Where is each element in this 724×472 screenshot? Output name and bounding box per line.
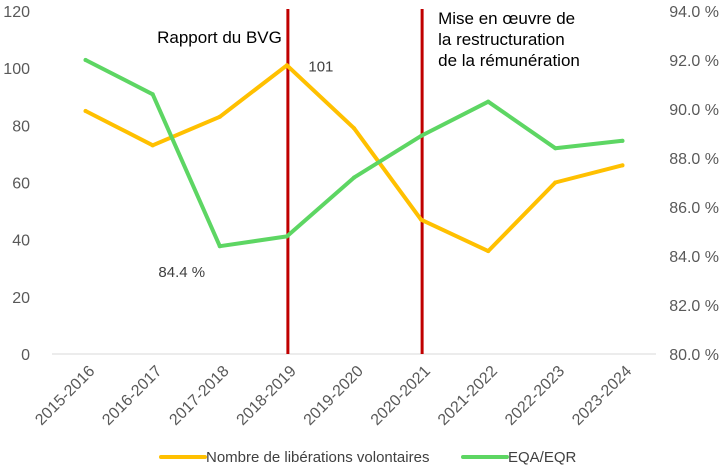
data-point	[553, 146, 558, 151]
x-tick-label: 2020-2021	[368, 363, 434, 429]
y-left-tick-label: 100	[3, 61, 30, 78]
data-point	[553, 180, 558, 185]
data-point	[83, 109, 88, 114]
y-right-tick-label: 80.0 %	[669, 347, 719, 364]
data-labels: 101 84.4 %	[158, 58, 333, 281]
y-left-axis-ticks: 0 20 40 60 80 100 120	[3, 4, 30, 364]
legend-label: EQA/EQR	[508, 449, 577, 466]
data-point	[217, 244, 222, 249]
x-tick-label: 2015-2016	[32, 363, 98, 429]
series-line-1	[83, 58, 625, 249]
legend: Nombre de libérations volontaires EQA/EQR	[159, 449, 577, 466]
x-axis-ticks: 2015-2016 2016-2017 2017-2018 2018-2019 2019…	[32, 363, 635, 429]
data-point	[284, 234, 289, 239]
vertical-markers: Rapport du BVG Mise en œuvre de la restruc…	[157, 9, 580, 354]
data-point	[419, 133, 424, 138]
data-point	[352, 126, 356, 131]
data-point	[217, 114, 222, 119]
y-right-tick-label: 84.0 %	[669, 249, 719, 266]
x-tick-label: 2018-2019	[234, 363, 300, 429]
y-left-tick-label: 20	[12, 290, 30, 307]
x-tick-label: 2017-2018	[166, 363, 232, 429]
y-left-tick-label: 40	[12, 233, 30, 250]
data-label: 84.4 %	[158, 264, 205, 281]
data-point	[352, 175, 356, 180]
y-right-tick-label: 86.0 %	[669, 200, 719, 217]
y-right-tick-label: 90.0 %	[669, 102, 719, 119]
legend-label: Nombre de libérations volontaires	[206, 449, 429, 466]
data-point	[620, 163, 625, 168]
marker-annotation: Rapport du BVG	[157, 28, 282, 47]
x-tick-label: 2016-2017	[99, 363, 165, 429]
data-point	[419, 217, 424, 222]
y-left-tick-label: 120	[3, 4, 30, 21]
x-tick-label: 2021-2022	[435, 363, 501, 429]
series-lines	[83, 58, 625, 254]
marker-annotation: Mise en œuvre de	[438, 9, 575, 28]
data-point	[486, 249, 491, 254]
data-point	[620, 138, 625, 143]
data-point	[150, 92, 155, 97]
y-right-tick-label: 92.0 %	[669, 53, 719, 70]
marker-annotation: la restructuration	[438, 30, 565, 49]
x-tick-label: 2019-2020	[301, 363, 367, 429]
marker-annotation: de la rémunération	[438, 51, 580, 70]
y-right-tick-label: 88.0 %	[669, 151, 719, 168]
data-point	[83, 58, 88, 62]
data-point	[284, 63, 289, 68]
x-tick-label: 2023-2024	[569, 363, 635, 429]
data-point	[150, 143, 155, 148]
y-left-tick-label: 60	[12, 176, 30, 193]
series-line-0	[83, 63, 625, 254]
y-left-tick-label: 0	[21, 347, 30, 364]
y-right-tick-label: 94.0 %	[669, 4, 719, 21]
y-right-axis-ticks: 80.0 % 82.0 % 84.0 % 86.0 % 88.0 % 90.0 % 92.0…	[669, 4, 719, 364]
data-point	[486, 99, 491, 104]
y-right-tick-label: 82.0 %	[669, 298, 719, 315]
x-tick-label: 2022-2023	[502, 363, 568, 429]
y-left-tick-label: 80	[12, 118, 30, 135]
data-label: 101	[308, 58, 333, 75]
